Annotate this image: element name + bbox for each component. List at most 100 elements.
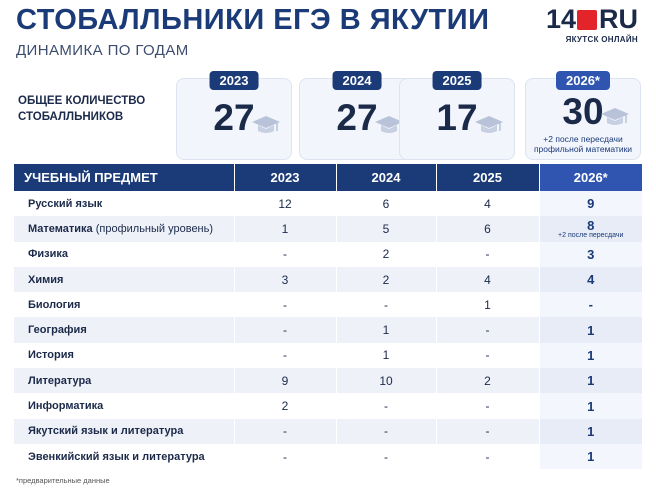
logo-red-square <box>577 10 597 30</box>
value-cell-2023: 2 <box>233 393 336 419</box>
value-cell-2025: 1 <box>435 292 539 318</box>
subject-cell: Математика (профильный уровень) <box>14 216 234 242</box>
subject-cell: Биология <box>14 292 234 317</box>
value-cell-2024: 1 <box>335 317 436 343</box>
value-cell-2025: - <box>435 241 539 267</box>
column-header-2024: 2024 <box>335 164 436 191</box>
value-cell-2026: 1 <box>538 443 642 470</box>
subject-extra: (профильный уровень) <box>92 222 214 235</box>
table-row: Химия 3 2 4 4 <box>14 266 642 293</box>
graduation-cap-icon <box>601 108 629 125</box>
value-2026: 3 <box>587 246 595 262</box>
subject-name: Эвенкийский язык и литература <box>28 450 205 463</box>
value-2026: 4 <box>587 272 595 288</box>
logo-wordmark: 14 RU <box>546 6 638 33</box>
page-subtitle: ДИНАМИКА ПО ГОДАМ <box>16 42 189 59</box>
total-card-2026: 2026* 30 +2 после пересдачи профильной м… <box>525 71 641 160</box>
year-badge: 2024 <box>332 71 382 90</box>
table-row: Математика (профильный уровень) 1 5 6 8 +2 по… <box>14 216 642 242</box>
table-row: История -1-1 <box>14 342 642 369</box>
value-cell-2023: 9 <box>233 368 336 394</box>
value-cell-2023: - <box>233 292 336 318</box>
value-2026: 1 <box>587 373 595 389</box>
value-cell-2023: - <box>233 342 336 369</box>
value-cell-2026: 1 <box>538 342 642 369</box>
subject-name: География <box>28 324 87 337</box>
year-badge: 2025 <box>432 71 482 90</box>
row-note: +2 после пересдачи <box>558 231 624 239</box>
table-row: Физика -2- 3 <box>14 241 642 267</box>
value-cell-2024: 6 <box>335 191 436 217</box>
totals-label: ОБЩЕЕ КОЛИЧЕСТВО СТОБАЛЛЬНИКОВ <box>18 95 146 123</box>
subject-cell: Эвенкийский язык и литература <box>14 444 234 469</box>
year-badge: 2026* <box>556 71 610 90</box>
value-cell-2026: 4 <box>538 266 642 293</box>
value-cell-2026: 1 <box>538 418 642 444</box>
value-cell-2024: - <box>335 292 436 318</box>
total-value: 30 <box>562 91 604 132</box>
value-2026: - <box>588 297 593 313</box>
table-row: Якутский язык и литература - - -1 <box>14 418 642 444</box>
year-badge: 2023 <box>209 71 259 90</box>
value-cell-2024: 5 <box>335 216 436 242</box>
subject-name: Литература <box>28 374 92 387</box>
subject-cell: Химия <box>14 266 234 293</box>
total-value: 27 <box>336 97 378 138</box>
graduation-cap-icon <box>475 116 503 133</box>
value-cell-2025: 4 <box>435 191 539 217</box>
total-card-2023: 2023 27 <box>176 71 292 160</box>
value-cell-2024: 1 <box>335 342 436 369</box>
subject-name: Русский язык <box>28 197 103 210</box>
table-row: Литература 9 10 2 1 <box>14 368 642 394</box>
subject-cell: История <box>14 343 234 368</box>
column-header-2026: 2026* <box>538 164 642 191</box>
subject-cell: Якутский язык и литература <box>14 418 234 444</box>
footnote: *предварительные данные <box>16 476 110 485</box>
graduation-cap-icon <box>252 116 280 133</box>
column-header-2023: 2023 <box>233 164 336 191</box>
logo-subtitle: ЯКУТСК ОНЛАЙН <box>565 35 638 44</box>
value-cell-2023: 3 <box>233 266 336 293</box>
subject-name: Якутский язык и литература <box>28 425 184 438</box>
subject-cell: Информатика <box>14 393 234 418</box>
value-cell-2026: 8 +2 после пересдачи <box>538 216 642 242</box>
value-cell-2024: - <box>335 418 436 444</box>
subject-name: Биология <box>28 298 81 311</box>
logo-ru: RU <box>599 4 638 34</box>
value-cell-2023: - <box>233 418 336 444</box>
table-header-row: УЧЕБНЫЙ ПРЕДМЕТ 2023 2024 2025 2026* <box>14 164 642 191</box>
total-card-2024: 2024 27 <box>299 71 415 160</box>
subject-name: Математика <box>28 222 93 235</box>
value-cell-2026: - <box>538 292 642 318</box>
value-cell-2026: 1 <box>538 393 642 419</box>
subject-name: История <box>28 349 74 362</box>
value-cell-2023: 12 <box>233 191 336 217</box>
subject-cell: География <box>14 317 234 343</box>
column-header-subject: УЧЕБНЫЙ ПРЕДМЕТ <box>14 164 234 191</box>
subject-name: Информатика <box>28 400 104 413</box>
table-row: Русский язык 12 6 4 9 <box>14 191 642 217</box>
logo-number: 14 <box>545 4 576 34</box>
column-header-2025: 2025 <box>435 164 539 191</box>
page-title: СТОБАЛЛЬНИКИ ЕГЭ В ЯКУТИИ <box>16 4 490 36</box>
subject-cell: Физика <box>14 242 234 267</box>
value-cell-2025: - <box>435 443 539 470</box>
table-row: Эвенкийский язык и литература - - -1 <box>14 443 642 470</box>
value-cell-2025: - <box>435 317 539 343</box>
total-value: 17 <box>436 97 478 138</box>
total-note: +2 после пересдачи профильной математики <box>533 134 633 154</box>
subject-cell: Литература <box>14 368 234 394</box>
value-cell-2024: - <box>335 443 436 470</box>
value-cell-2025: - <box>435 342 539 369</box>
value-2026: 1 <box>587 449 595 465</box>
site-logo[interactable]: 14 RU ЯКУТСК ОНЛАЙН <box>546 6 638 45</box>
value-cell-2023: - <box>233 241 336 267</box>
value-cell-2026: 1 <box>538 317 642 343</box>
value-2026: 1 <box>587 398 595 414</box>
value-cell-2025: 2 <box>435 368 539 394</box>
table-row: Биология - -1- <box>14 292 642 318</box>
subject-name: Физика <box>28 248 69 261</box>
value-cell-2024: 10 <box>335 368 436 394</box>
subject-name: Химия <box>28 273 64 286</box>
value-cell-2023: 1 <box>233 216 336 242</box>
